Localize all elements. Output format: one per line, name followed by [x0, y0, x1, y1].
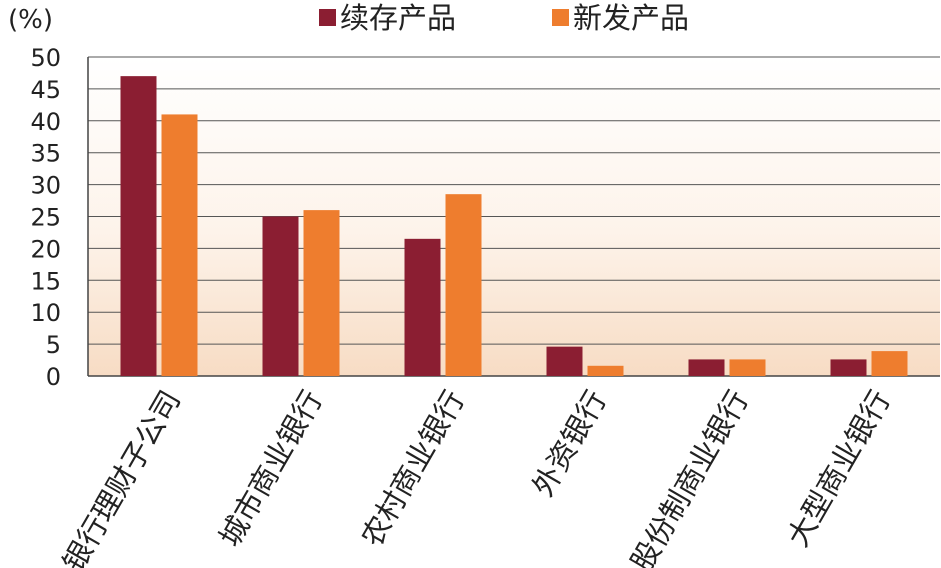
y-tick-label: 35 — [30, 140, 61, 168]
bar-existing-4 — [688, 359, 725, 376]
legend-label: 新发产品 — [573, 1, 689, 35]
legend: 续存产品 新发产品 — [319, 1, 689, 35]
bar-new-1 — [303, 210, 340, 376]
bar-new-5 — [871, 351, 908, 376]
legend-label: 续存产品 — [340, 1, 456, 35]
y-tick-label: 20 — [30, 235, 61, 263]
bars — [120, 76, 908, 377]
y-tick-label: 45 — [30, 76, 61, 104]
gridlines — [87, 56, 940, 377]
y-unit-label: (%) — [8, 5, 53, 35]
bar-existing-0 — [120, 76, 157, 376]
x-category-labels: 银行理财子公司 城市商业银行 农村商业银行 外资银行 股份制商业银行 大型商业银行 — [56, 385, 897, 568]
bar-existing-1 — [262, 216, 299, 376]
y-tick-label: 5 — [46, 331, 61, 359]
x-category-label: 城市商业银行 — [213, 385, 329, 553]
bar-existing-2 — [404, 238, 441, 376]
bar-new-2 — [445, 194, 482, 376]
y-tick-label: 25 — [30, 204, 61, 232]
legend-swatch — [319, 9, 336, 26]
bar-new-3 — [587, 365, 624, 376]
bar-new-4 — [729, 359, 766, 376]
legend-swatch — [552, 9, 569, 26]
x-category-label: 外资银行 — [526, 385, 613, 502]
bar-new-0 — [161, 114, 198, 377]
y-tick-label: 30 — [30, 172, 61, 200]
x-category-label: 银行理财子公司 — [56, 385, 187, 568]
bar-existing-5 — [830, 359, 867, 376]
x-category-label: 农村商业银行 — [355, 385, 471, 553]
y-tick-labels: 0 5 10 15 20 25 30 35 40 45 50 — [30, 44, 61, 391]
x-category-label: 大型商业银行 — [781, 385, 897, 553]
y-tick-label: 15 — [30, 267, 61, 295]
bar-existing-3 — [546, 346, 583, 376]
y-tick-label: 50 — [30, 44, 61, 72]
y-tick-label: 0 — [46, 363, 61, 391]
y-tick-label: 40 — [30, 108, 61, 136]
x-category-label: 股份制商业银行 — [624, 385, 755, 568]
y-tick-label: 10 — [30, 299, 61, 327]
